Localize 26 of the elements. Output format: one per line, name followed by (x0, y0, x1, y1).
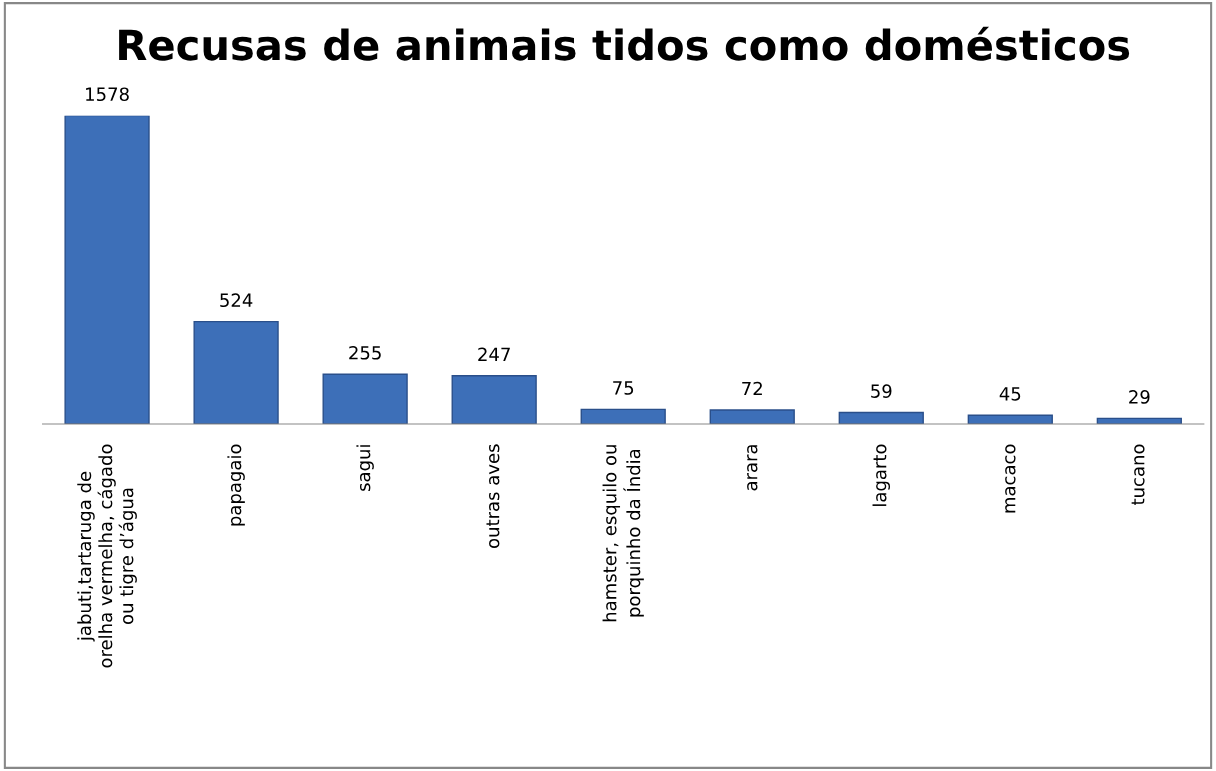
x-tick-label: outras aves (486, 444, 500, 548)
chart-title: Recusas de animais tidos como domésticos (119, 26, 1130, 61)
x-tick-label: papagaio (227, 444, 245, 526)
x-tick-label: lagarto (872, 444, 890, 506)
data-label: 72 (742, 381, 762, 396)
data-label: 59 (871, 384, 892, 398)
x-tick-label: macaco (1005, 444, 1016, 513)
bar (451, 375, 537, 425)
bar (709, 409, 795, 425)
bar (580, 408, 666, 425)
x-tick-label: tucano (1131, 444, 1145, 506)
data-label: 524 (220, 293, 253, 308)
data-label: 247 (478, 347, 510, 361)
x-tick-label: hamster, esquilo ou porquinho da Índia (602, 445, 644, 622)
data-label: 45 (999, 387, 1021, 401)
data-label: 255 (349, 345, 381, 360)
data-label: 29 (1129, 390, 1150, 404)
bar (838, 411, 924, 425)
x-tick-label: arara (747, 445, 758, 491)
data-label: 1578 (86, 87, 129, 102)
bar (64, 115, 150, 425)
x-tick-label: jabuti,tartaruga de orelha vermelha, cágado ou tigre d’água (77, 444, 137, 668)
bar (322, 373, 408, 425)
data-label: 75 (613, 381, 634, 395)
x-tick-label: sagui (356, 445, 374, 491)
bar (193, 320, 279, 425)
